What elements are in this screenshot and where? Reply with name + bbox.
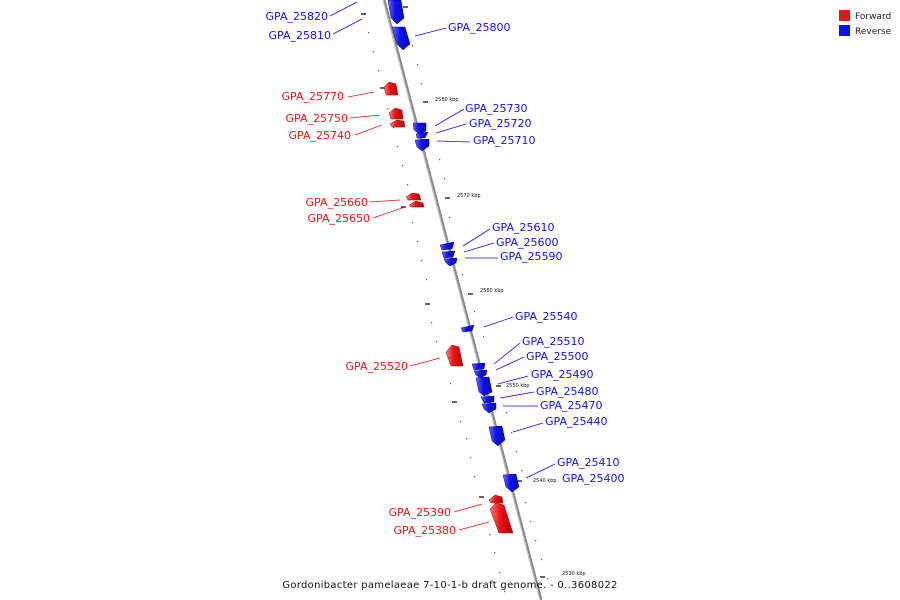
gene-glyph-GPA_25510[interactable] xyxy=(471,362,486,371)
gene-glyph-GPA_25390[interactable] xyxy=(488,494,504,504)
genome-axis xyxy=(382,0,543,600)
gene-label-GPA_25410[interactable]: GPA_25410 xyxy=(557,456,619,469)
gene-labels-reverse: GPA_25820 GPA_25810 GPA_25800 GPA_25730 … xyxy=(266,10,625,485)
gene-label-GPA_25810[interactable]: GPA_25810 xyxy=(269,29,331,42)
gene-glyph-GPA_25470[interactable] xyxy=(481,402,497,414)
gene-glyph-GPA_25730[interactable] xyxy=(412,122,427,135)
gene-glyph-GPA_25440[interactable] xyxy=(488,425,506,447)
gene-glyph-GPA_25650[interactable] xyxy=(408,200,425,208)
gene-glyph-GPA_25480[interactable] xyxy=(480,395,495,404)
genome-axis-highlight xyxy=(382,0,541,600)
gene-label-GPA_25720[interactable]: GPA_25720 xyxy=(469,117,531,130)
gene-glyph-GPA_25610[interactable] xyxy=(439,241,455,251)
gene-label-GPA_25380[interactable]: GPA_25380 xyxy=(394,524,456,537)
gene-glyph-GPA_25590[interactable] xyxy=(443,257,458,267)
tick-dashes-left xyxy=(361,13,484,498)
gene-label-GPA_25600[interactable]: GPA_25600 xyxy=(496,236,558,249)
gene-glyph-GPA_25710[interactable] xyxy=(414,138,430,152)
gene-glyph-GPA_25600[interactable] xyxy=(441,250,456,259)
legend-label-forward: Forward xyxy=(855,12,891,22)
gene-glyph-GPA_25660[interactable] xyxy=(405,192,422,201)
tick-dots-right xyxy=(412,45,549,580)
gene-glyph-GPA_25750[interactable] xyxy=(388,107,404,120)
gene-label-GPA_25650[interactable]: GPA_25650 xyxy=(308,212,370,225)
leader-lines-reverse xyxy=(329,1,556,479)
gene-label-GPA_25490[interactable]: GPA_25490 xyxy=(531,368,593,381)
gene-label-GPA_25820[interactable]: GPA_25820 xyxy=(266,10,328,23)
gene-label-GPA_25750[interactable]: GPA_25750 xyxy=(286,112,348,125)
gene-label-GPA_25400[interactable]: GPA_25400 xyxy=(562,472,624,485)
legend-label-reverse: Reverse xyxy=(855,27,892,37)
gene-glyph-GPA_25720[interactable] xyxy=(415,131,429,139)
gene-label-GPA_25800[interactable]: GPA_25800 xyxy=(448,21,510,34)
legend-swatch-reverse xyxy=(839,25,850,36)
genome-caption: Gordonibacter pamelaeae 7-10-1-b draft g… xyxy=(282,580,617,591)
gene-glyph-GPA_25410[interactable] xyxy=(502,473,520,493)
kbp-label-2580: 2580 kbp xyxy=(435,97,459,103)
gene-glyph-GPA_25820[interactable] xyxy=(387,0,405,25)
gene-label-GPA_25480[interactable]: GPA_25480 xyxy=(536,385,598,398)
kbp-label-2540: 2540 kbp xyxy=(533,478,557,484)
gene-glyphs-forward xyxy=(383,81,514,534)
gene-label-GPA_25440[interactable]: GPA_25440 xyxy=(545,415,607,428)
kbp-label-2560: 2560 kbp xyxy=(480,288,504,294)
gene-glyph-GPA_25800[interactable] xyxy=(391,26,411,51)
gene-label-GPA_25510[interactable]: GPA_25510 xyxy=(522,335,584,348)
gene-glyph-GPA_25380[interactable] xyxy=(489,502,514,534)
gene-label-GPA_25520[interactable]: GPA_25520 xyxy=(346,360,408,373)
gene-glyph-GPA_25740[interactable] xyxy=(389,119,406,128)
gene-label-GPA_25390[interactable]: GPA_25390 xyxy=(389,506,451,519)
gene-label-GPA_25710[interactable]: GPA_25710 xyxy=(473,134,535,147)
tick-dashes-right xyxy=(403,6,545,578)
gene-label-GPA_25470[interactable]: GPA_25470 xyxy=(540,399,602,412)
gene-glyph-GPA_25520[interactable] xyxy=(445,344,464,367)
legend-swatch-forward xyxy=(839,10,850,21)
gene-label-GPA_25590[interactable]: GPA_25590 xyxy=(500,250,562,263)
kbp-label-2570: 2570 kbp xyxy=(457,193,481,199)
gene-label-GPA_25540[interactable]: GPA_25540 xyxy=(515,310,577,323)
gene-label-GPA_25660[interactable]: GPA_25660 xyxy=(306,196,368,209)
gene-labels-forward: GPA_25770 GPA_25750 GPA_25740 GPA_25660 … xyxy=(282,90,456,537)
gene-label-GPA_25730[interactable]: GPA_25730 xyxy=(465,102,527,115)
gene-glyphs-reverse xyxy=(387,0,520,493)
kbp-label-2530: 2530 kbp xyxy=(562,571,586,577)
gene-glyph-GPA_25770[interactable] xyxy=(383,81,399,96)
gene-label-GPA_25610[interactable]: GPA_25610 xyxy=(492,221,554,234)
leader-lines-forward xyxy=(347,91,490,531)
gene-glyph-GPA_25540[interactable] xyxy=(460,324,475,333)
gene-label-GPA_25770[interactable]: GPA_25770 xyxy=(282,90,344,103)
gene-label-GPA_25500[interactable]: GPA_25500 xyxy=(526,350,588,363)
gene-label-GPA_25740[interactable]: GPA_25740 xyxy=(289,129,351,142)
kbp-label-2550: 2550 kbp xyxy=(506,383,530,389)
gene-glyph-GPA_25490[interactable] xyxy=(475,376,493,397)
legend: Forward Reverse xyxy=(839,10,892,37)
gene-glyph-GPA_25500[interactable] xyxy=(473,369,488,379)
